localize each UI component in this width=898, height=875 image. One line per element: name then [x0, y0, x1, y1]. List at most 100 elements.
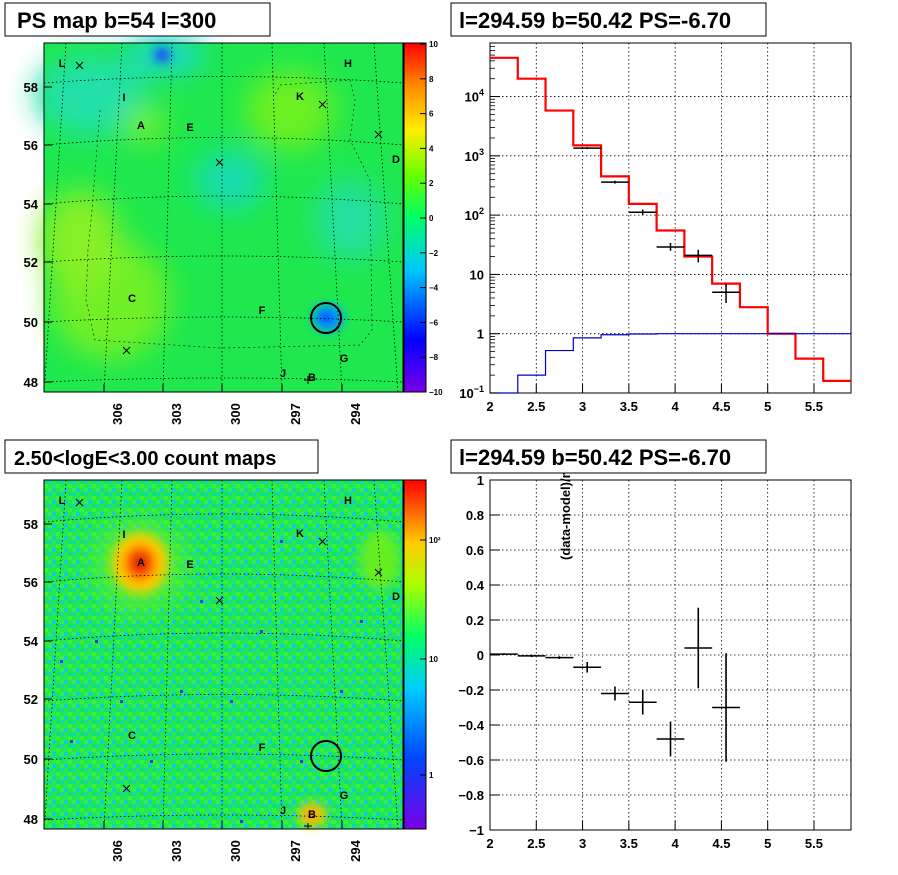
- y-tick-exponent: 2: [479, 206, 484, 216]
- count-map-title: 2.50<logE<3.00 count maps: [14, 448, 276, 470]
- y-tick-label: 58: [24, 80, 38, 95]
- ps-map-x-ticks: 306 303 300 297 294: [103, 384, 363, 425]
- y-tick-label: 54: [24, 197, 39, 212]
- ps-map-colorbar: 10 8 6 4 2 0 −2 −4 −6 −8 −10: [403, 40, 443, 397]
- x-tick-label: 2: [486, 836, 493, 851]
- x-tick-label: 306: [110, 403, 125, 425]
- x-tick-label: 306: [110, 840, 125, 862]
- x-tick-label: 5.5: [805, 399, 823, 414]
- residual-data-point: [628, 690, 657, 715]
- ps-map-coord-grid: [43, 42, 404, 393]
- source-label-g: G: [340, 790, 349, 802]
- ps-target-circle: [310, 302, 342, 334]
- colorbar-tick-label: −6: [429, 318, 439, 327]
- y-tick-label: 1: [477, 327, 484, 342]
- source-label-i: I: [122, 92, 125, 104]
- colorbar-tick-label: −10: [429, 388, 443, 397]
- x-tick-label: 2: [486, 399, 493, 414]
- y-tick-label: 56: [24, 138, 38, 153]
- ps-map-source-labels: L H I K A E D C F G J B: [59, 58, 400, 384]
- ps-map-title-box: PS map b=54 l=300: [4, 2, 271, 37]
- ps-map-title: PS map b=54 l=300: [17, 8, 216, 33]
- source-label-d: D: [392, 591, 400, 603]
- spectrum-data-point: [628, 209, 657, 216]
- count-map-title-box: 2.50<logE<3.00 count maps: [4, 439, 319, 474]
- spectrum-data-point: [573, 147, 602, 150]
- y-tick-label: 58: [24, 517, 38, 532]
- count-map-source-labels: L H I K A E D C F G J B: [59, 495, 400, 821]
- x-tick-label: 3.5: [620, 399, 638, 414]
- count-map-coord-grid: [43, 479, 404, 830]
- x-tick-label: 4: [672, 399, 680, 414]
- y-tick-exponent: 4: [479, 88, 484, 98]
- y-tick-label: −0.2: [458, 683, 484, 698]
- colorbar-tick-label: 10: [429, 655, 438, 664]
- source-label-l: L: [59, 495, 66, 507]
- y-tick-base: 10: [465, 149, 479, 164]
- residual-grid: [490, 479, 851, 831]
- spectrum-title: l=294.59 b=50.42 PS=-6.70: [459, 8, 731, 33]
- y-tick-label: 48: [24, 375, 38, 390]
- residual-title-box: l=294.59 b=50.42 PS=-6.70: [450, 439, 767, 474]
- source-label-e: E: [186, 559, 193, 571]
- count-map-image: [44, 480, 403, 829]
- residual-data-point: [545, 656, 574, 660]
- y-tick-label: 50: [24, 752, 38, 767]
- spectrum-data-point: [656, 242, 685, 251]
- y-tick-label: 0.2: [466, 613, 484, 628]
- ps-map-frame: [43, 42, 404, 393]
- x-tick-label: 303: [169, 840, 184, 862]
- y-tick-label: −0.6: [458, 753, 484, 768]
- x-tick-label: 294: [348, 839, 363, 861]
- source-label-i: I: [122, 529, 125, 541]
- spectrum-grid: [490, 43, 851, 393]
- spectrum-data-point: [601, 180, 629, 184]
- colorbar-tick-label: 6: [429, 110, 434, 119]
- x-tick-label: 5: [764, 399, 771, 414]
- y-tick-label: 1: [477, 473, 484, 488]
- source-label-d: D: [392, 154, 400, 166]
- colorbar-tick-label: 10: [429, 40, 438, 49]
- x-tick-label: 297: [288, 840, 303, 862]
- y-tick-label: 52: [24, 692, 38, 707]
- ps-map-markers: [75, 61, 383, 384]
- y-tick-label: 54: [24, 634, 39, 649]
- ps-map-y-ticks: 48 50 52 54 56 58: [24, 80, 52, 390]
- blue-model-histogram: [490, 333, 851, 394]
- colorbar-tick-label: −8: [429, 353, 439, 362]
- spectrum-series: [490, 56, 851, 394]
- x-tick-label: 303: [169, 403, 184, 425]
- x-tick-label: 300: [228, 840, 243, 862]
- colorbar-tick-label: 0: [429, 214, 434, 223]
- x-tick-label: 3: [579, 399, 586, 414]
- y-tick-label: 103: [465, 147, 484, 164]
- residual-panel: 2 2.5 3 3.5 4 4.5 5 5.5 −1 −0.8 −0.6 −0.4 −0.2 0 0.2 0…: [450, 439, 852, 851]
- red-model-histogram: [490, 56, 851, 382]
- y-tick-label: 102: [465, 206, 484, 223]
- source-label-a: A: [137, 120, 145, 132]
- colorbar-tick-label: −2: [429, 249, 439, 258]
- residual-data-point: [573, 662, 602, 673]
- y-tick-base: 10: [459, 386, 473, 401]
- source-label-c: C: [128, 730, 136, 742]
- y-tick-label: 52: [24, 255, 38, 270]
- source-label-h: H: [344, 58, 352, 70]
- y-tick-label: 0.4: [466, 578, 485, 593]
- source-label-a: A: [137, 557, 145, 569]
- colorbar-tick-label: −4: [429, 284, 439, 293]
- y-tick-base: 10: [465, 208, 479, 223]
- residual-x-ticks: 2 2.5 3 3.5 4 4.5 5 5.5: [486, 821, 823, 851]
- residual-data-point: [656, 721, 685, 757]
- source-label-e: E: [186, 122, 193, 134]
- residual-title: l=294.59 b=50.42 PS=-6.70: [459, 445, 731, 470]
- y-tick-label: −0.4: [458, 718, 484, 733]
- spectrum-data-point: [712, 283, 740, 303]
- source-label-f: F: [259, 305, 266, 317]
- y-tick-base: 10: [465, 90, 479, 105]
- count-map-panel: L H I K A E D C F G J B 10² 10 1 306 303 300 297 294 48 50…: [4, 439, 441, 862]
- x-tick-label: 4.5: [712, 836, 730, 851]
- count-map-colorbar: 10² 10 1: [403, 479, 441, 830]
